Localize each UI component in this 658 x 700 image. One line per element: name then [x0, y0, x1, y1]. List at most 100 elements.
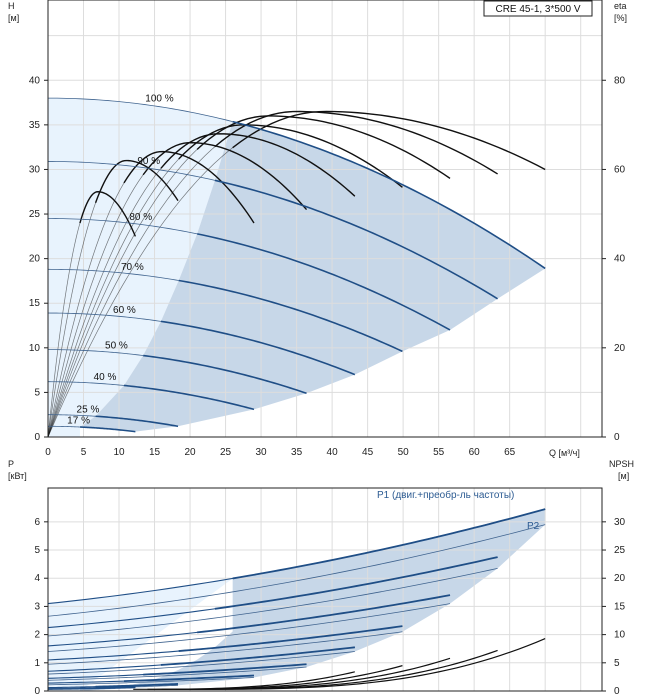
efficiency-curve-op-3	[196, 115, 451, 179]
npsh-curve-5	[133, 671, 355, 690]
speed-label-9: 17 %	[67, 416, 90, 427]
npsh-tick-label: 20	[614, 573, 626, 584]
p1-curve-op-7	[123, 674, 255, 682]
head-curve-6	[143, 354, 307, 395]
p2-curve-5	[47, 651, 355, 675]
p1-curve-op-6	[143, 663, 307, 676]
power-tick-label: 3	[34, 601, 40, 612]
head-tick-label: 30	[29, 164, 41, 175]
flow-tick-label: 60	[469, 447, 481, 458]
power-tick-label: 6	[34, 517, 40, 528]
efficiency-curve-op-8	[94, 159, 179, 204]
head-curve-8	[95, 415, 179, 428]
power-axis-name: P	[8, 459, 14, 469]
p2-curve-2	[47, 567, 498, 637]
speed-label-2: 90 %	[137, 156, 160, 167]
eta-tick-label: 20	[614, 343, 626, 354]
head-chart: 100 % 90 % 80 % 70 % 60 % 50 % 40 % 25 %17 % 0 5…	[29, 0, 626, 458]
flow-tick-label: 10	[113, 447, 125, 458]
npsh-tick-label: 5	[614, 658, 620, 669]
npsh-axis-name: NPSH	[609, 459, 634, 469]
power-tick-label: 4	[34, 573, 40, 584]
npsh-tick-label: 0	[614, 686, 620, 697]
head-curve-thin-4	[47, 268, 179, 281]
head-plot-frame	[47, 0, 603, 438]
npsh-tick-label: 10	[614, 630, 626, 641]
head-curve-9	[79, 426, 136, 433]
speed-label-4: 70 %	[121, 262, 144, 273]
head-tick-label: 0	[34, 432, 40, 443]
head-curve-thin-6	[48, 349, 144, 356]
p2-series-label: P2	[527, 521, 540, 532]
chart-title: CRE 45-1, 3*500 V	[495, 4, 580, 15]
npsh-tick-label: 25	[614, 545, 626, 556]
head-tick-label: 25	[29, 209, 41, 220]
eta-tick-label: 60	[614, 164, 626, 175]
flow-tick-label: 25	[220, 447, 232, 458]
head-curve-3	[196, 233, 451, 331]
chart-title-box: CRE 45-1, 3*500 V	[483, 0, 593, 17]
operating-region	[79, 121, 546, 432]
npsh-tick-label: 15	[614, 601, 626, 612]
head-tick-label: 15	[29, 298, 41, 309]
p2-curve-3	[47, 603, 451, 652]
speed-label-7: 40 %	[94, 372, 117, 383]
p1-curve-op-5	[160, 646, 355, 666]
npsh-tick-label: 30	[614, 517, 626, 528]
p1-curve-op-3	[197, 594, 451, 634]
head-tick-label: 5	[34, 387, 40, 398]
power-tick-label: 0	[34, 686, 40, 697]
speed-label-1: 100 %	[145, 94, 173, 105]
flow-axis-label: Q [м³/ч]	[549, 448, 580, 458]
p1-curve-op-8	[95, 683, 179, 688]
head-curve-thin-9	[48, 425, 80, 428]
flow-tick-label: 15	[149, 447, 161, 458]
efficiency-curve-op-5	[160, 133, 356, 197]
flow-tick-label: 20	[184, 447, 196, 458]
power-chart: 0 1 2 3 4 5 6 0 5 10 15 20 25 30	[34, 487, 626, 697]
power-tick-label: 5	[34, 545, 40, 556]
p2-curve-7	[47, 677, 254, 686]
head-tick-label: 35	[29, 120, 41, 131]
head-axis-name: H	[8, 1, 15, 11]
head-tick-label: 10	[29, 343, 41, 354]
head-curve-thin-1	[47, 97, 233, 122]
flow-tick-label: 5	[81, 447, 87, 458]
npsh-axis-unit: [м]	[618, 471, 629, 481]
efficiency-curve-op-2	[214, 110, 498, 175]
power-tick-label: 1	[34, 658, 40, 669]
p1-curve-op-2	[214, 556, 498, 610]
head-curve-1	[232, 120, 546, 270]
speed-label-5: 60 %	[113, 305, 136, 316]
eta-axis-name: eta	[614, 1, 627, 11]
flow-tick-label: 0	[45, 447, 51, 458]
p1-curve-op-4	[178, 625, 403, 652]
flow-tick-label: 55	[433, 447, 445, 458]
speed-label-8: 25 %	[77, 404, 100, 415]
head-curve-thin-5	[47, 312, 161, 322]
flow-tick-label: 35	[291, 447, 303, 458]
eta-tick-label: 0	[614, 432, 620, 443]
flow-tick-label: 40	[327, 447, 339, 458]
power-tick-label: 2	[34, 630, 40, 641]
head-curve-5	[160, 320, 356, 376]
p1-curve-op-9	[79, 686, 136, 690]
head-curve-7	[123, 384, 255, 411]
eta-axis-unit: [%]	[614, 13, 627, 23]
efficiency-curve-op-1	[232, 110, 546, 171]
p2-curve-4	[47, 631, 403, 665]
head-curve-2	[214, 179, 499, 300]
flow-tick-label: 45	[362, 447, 374, 458]
efficiency-curve-op-7	[123, 150, 255, 224]
eta-tick-label: 80	[614, 75, 626, 86]
head-axis-unit: [м]	[8, 13, 19, 23]
eta-tick-label: 40	[614, 254, 626, 265]
head-tick-label: 40	[29, 75, 41, 86]
low-efficiency-region	[48, 98, 233, 437]
flow-tick-label: 50	[398, 447, 410, 458]
p2-curve-1	[47, 524, 546, 617]
head-curve-thin-2	[47, 161, 215, 181]
power-plot-frame	[47, 487, 603, 692]
efficiency-curve-op-6	[142, 142, 308, 211]
